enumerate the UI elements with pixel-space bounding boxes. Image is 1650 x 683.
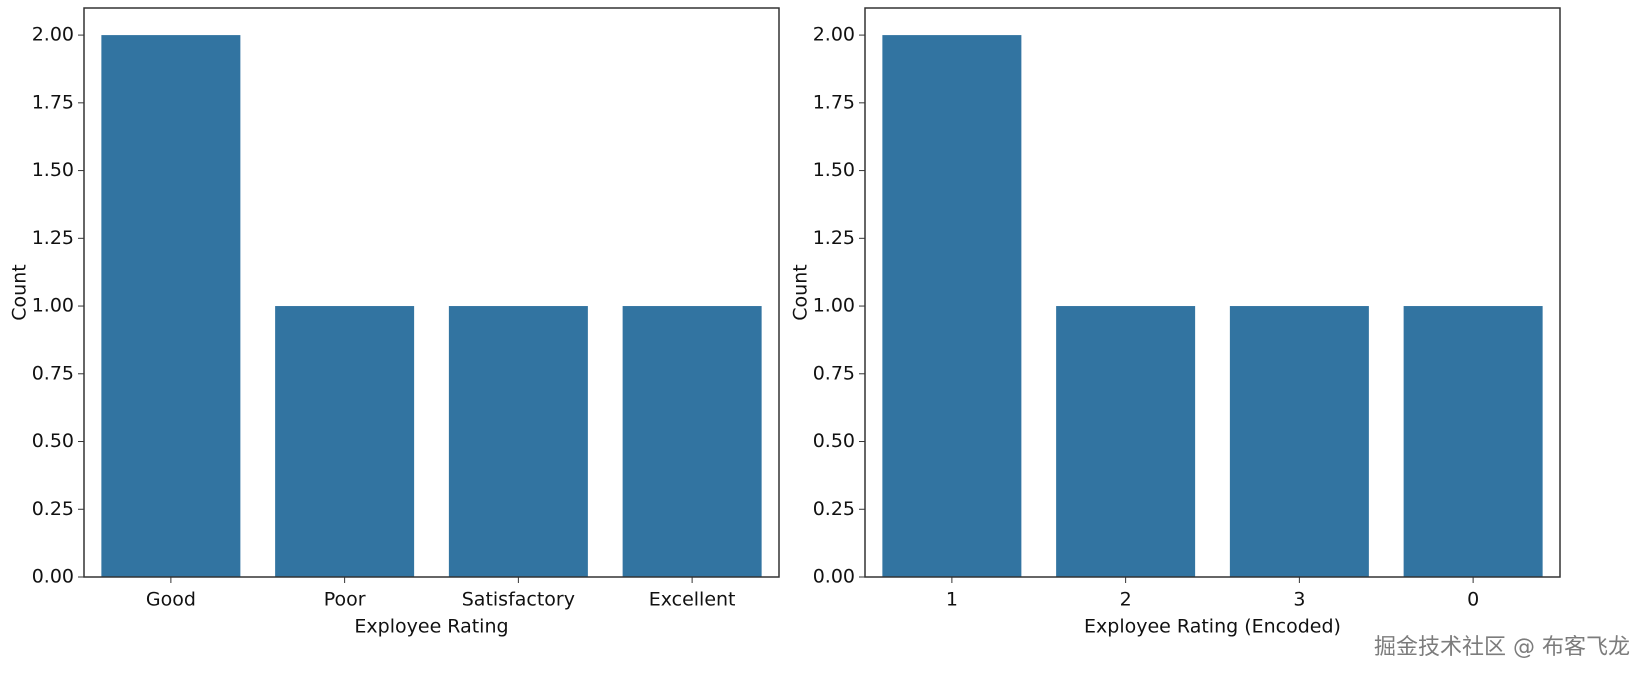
y-tick-label: 0.50	[813, 430, 855, 452]
x-tick-label: Excellent	[649, 589, 736, 611]
y-tick-label: 0.25	[32, 498, 74, 520]
bar	[1403, 306, 1543, 577]
x-tick-label: 0	[1467, 589, 1479, 611]
x-axis-label: Exployee Rating	[354, 616, 508, 638]
y-tick-label: 0.00	[813, 566, 855, 588]
x-axis-label: Exployee Rating (Encoded)	[1084, 616, 1341, 638]
x-tick-label: 2	[1120, 589, 1132, 611]
axes-frame	[864, 7, 1561, 578]
y-tick-label: 1.25	[813, 227, 855, 249]
y-tick-label: 0.75	[813, 362, 855, 384]
axes-frame	[83, 7, 780, 578]
y-tick-label: 0.00	[32, 566, 74, 588]
y-tick-label: 1.75	[813, 91, 855, 113]
y-tick-label: 1.50	[813, 159, 855, 181]
bar	[622, 306, 762, 577]
bar	[275, 306, 415, 577]
y-tick-label: 0.25	[813, 498, 855, 520]
y-tick-label: 1.00	[813, 295, 855, 317]
y-tick-label: 1.25	[32, 227, 74, 249]
x-tick-label: Poor	[324, 589, 366, 611]
y-tick-label: 1.00	[32, 295, 74, 317]
y-axis-label: Count	[790, 264, 812, 320]
y-tick-label: 2.00	[32, 24, 74, 46]
x-tick-label: Satisfactory	[462, 589, 575, 611]
watermark: 掘金技术社区 @ 布客飞龙	[1374, 635, 1630, 660]
y-tick-label: 0.50	[32, 430, 74, 452]
bar	[101, 35, 241, 578]
y-tick-label: 2.00	[813, 24, 855, 46]
bar	[1229, 306, 1369, 577]
bar	[448, 306, 588, 577]
y-tick-label: 1.50	[32, 159, 74, 181]
y-tick-label: 1.75	[32, 91, 74, 113]
y-axis-label: Count	[9, 264, 31, 320]
x-tick-label: Good	[146, 589, 196, 611]
y-tick-label: 0.75	[32, 362, 74, 384]
bar	[1056, 306, 1196, 577]
x-tick-label: 1	[946, 589, 958, 611]
x-tick-label: 3	[1293, 589, 1305, 611]
bar	[882, 35, 1022, 578]
